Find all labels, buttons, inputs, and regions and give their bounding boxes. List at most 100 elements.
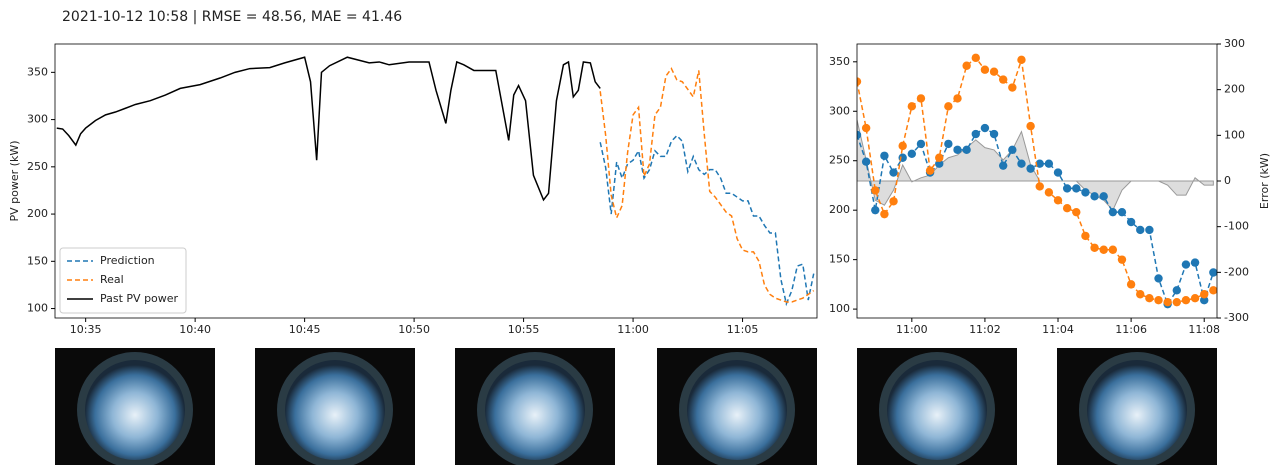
point: [1090, 243, 1099, 252]
legend-label: Real: [100, 273, 124, 286]
x-tick-label: 10:55: [508, 323, 540, 336]
x-tick-label: 10:45: [289, 323, 321, 336]
point: [871, 186, 880, 195]
x-tick-label: 11:06: [1115, 323, 1147, 336]
y2-tick-label: -200: [1224, 265, 1249, 278]
series-line: [599, 134, 815, 307]
point: [962, 145, 971, 155]
y2-tick-label: 100: [1224, 128, 1245, 141]
point: [857, 130, 862, 140]
sky-image: [1057, 348, 1217, 465]
point: [1190, 294, 1200, 303]
point: [1017, 55, 1026, 65]
point: [1117, 207, 1127, 217]
point: [1017, 159, 1026, 168]
x-tick-label: 11:04: [1042, 323, 1074, 336]
point: [889, 197, 898, 206]
point: [1008, 145, 1017, 155]
point: [953, 145, 962, 155]
point: [889, 168, 898, 177]
legend: Prediction Real Past PV power: [59, 247, 187, 314]
point: [1008, 83, 1017, 92]
y-tick-label: 100: [27, 302, 48, 315]
x-tick-label: 10:50: [398, 323, 430, 336]
legend-label: Past PV power: [100, 292, 179, 305]
y-axis-label: PV power (kW): [8, 141, 21, 222]
x-tick-label: 11:05: [727, 323, 759, 336]
series-line: [857, 56, 1214, 303]
point: [1200, 295, 1209, 305]
y2-tick-label: 0: [1224, 174, 1231, 187]
point: [989, 67, 999, 76]
point: [998, 161, 1008, 170]
legend-label: Prediction: [100, 254, 155, 267]
point: [916, 94, 926, 103]
y-tick-label: 150: [829, 253, 850, 266]
sky-image: [255, 348, 415, 465]
point: [1154, 295, 1163, 305]
point: [1099, 192, 1108, 201]
sky-image: [55, 348, 215, 465]
legend-box: [59, 247, 187, 314]
point: [857, 77, 862, 86]
point: [989, 129, 999, 139]
point: [1044, 188, 1054, 197]
point: [980, 123, 990, 133]
x-tick-label: 11:02: [969, 323, 1001, 336]
point: [1026, 164, 1035, 173]
sky-images: [55, 348, 1217, 465]
y2-tick-label: -100: [1224, 220, 1249, 233]
point: [1117, 255, 1127, 264]
plot-frame: [54, 43, 818, 319]
point: [971, 129, 980, 139]
point: [1053, 196, 1063, 205]
point: [998, 75, 1008, 84]
point: [1108, 207, 1118, 217]
point: [935, 153, 944, 162]
point: [1072, 184, 1081, 193]
point: [1145, 294, 1154, 303]
point: [1062, 184, 1072, 193]
error-area: [857, 119, 1214, 212]
point: [925, 166, 935, 175]
series-line: [599, 67, 815, 303]
y2-tick-label: 300: [1224, 37, 1245, 50]
point: [944, 139, 953, 149]
point: [980, 65, 990, 74]
point: [1136, 290, 1145, 299]
point: [962, 61, 971, 70]
y-tick-label: 250: [829, 154, 850, 167]
point: [1099, 245, 1108, 254]
plot: [56, 56, 815, 307]
point: [861, 123, 871, 133]
point: [1062, 204, 1072, 213]
point: [861, 157, 871, 166]
point: [1081, 231, 1090, 241]
x-tick-label: 10:35: [70, 323, 102, 336]
x-tick-label: 11:00: [617, 323, 649, 336]
y-tick-label: 200: [829, 203, 850, 216]
x-tick-label: 11:00: [896, 323, 928, 336]
series-line: [857, 127, 1215, 306]
sky-image: [857, 348, 1017, 465]
point: [880, 151, 889, 160]
point: [944, 102, 953, 111]
point: [971, 53, 980, 63]
point: [1181, 295, 1191, 305]
y2-axis-label: Error (kW): [1258, 153, 1271, 209]
point: [1172, 286, 1181, 295]
point: [1081, 188, 1090, 197]
y-tick-label: 100: [829, 302, 850, 315]
point: [1163, 297, 1172, 307]
point: [871, 205, 880, 215]
point: [1209, 268, 1217, 277]
y-tick-label: 300: [829, 104, 850, 117]
point: [1090, 192, 1099, 201]
point: [953, 94, 962, 103]
point: [1181, 260, 1191, 269]
y-tick-label: 300: [27, 113, 48, 126]
figure-title: 2021-10-12 10:58 | RMSE = 48.56, MAE = 4…: [62, 9, 402, 25]
y-tick-label: 200: [27, 207, 48, 220]
point: [1044, 159, 1054, 168]
